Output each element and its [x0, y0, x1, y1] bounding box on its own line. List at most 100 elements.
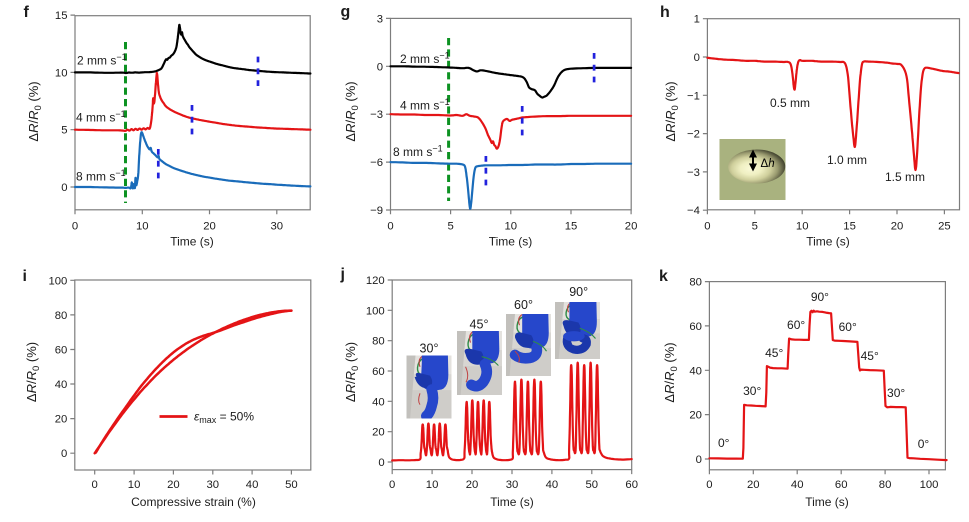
svg-text:−2: −2 [687, 129, 700, 141]
svg-text:1: 1 [694, 14, 700, 26]
svg-text:20: 20 [747, 479, 760, 491]
svg-text:80: 80 [55, 310, 68, 322]
svg-text:40: 40 [689, 365, 702, 377]
svg-text:0°: 0° [718, 436, 730, 450]
svg-text:−1: −1 [687, 90, 700, 102]
svg-text:90°: 90° [569, 285, 588, 299]
svg-text:30°: 30° [743, 384, 761, 398]
svg-text:f: f [24, 4, 30, 21]
svg-text:Compressive strain (%): Compressive strain (%) [131, 495, 256, 509]
svg-text:Time (s): Time (s) [805, 495, 849, 509]
svg-text:ΔR/R0 (%): ΔR/R0 (%) [343, 81, 361, 141]
svg-text:−4: −4 [687, 205, 700, 217]
svg-text:0: 0 [61, 182, 67, 194]
svg-text:ΔR/R0 (%): ΔR/R0 (%) [662, 342, 680, 402]
svg-text:k: k [659, 268, 668, 285]
svg-text:j: j [340, 266, 345, 283]
svg-text:10: 10 [55, 67, 68, 79]
svg-text:Time (s): Time (s) [489, 235, 533, 249]
svg-text:10: 10 [796, 220, 809, 232]
svg-text:100: 100 [366, 305, 385, 317]
svg-text:40: 40 [246, 479, 259, 491]
svg-text:60: 60 [55, 345, 68, 357]
svg-text:100: 100 [920, 479, 939, 491]
svg-text:40: 40 [546, 479, 559, 491]
svg-text:80: 80 [372, 336, 385, 348]
svg-text:0°: 0° [918, 437, 930, 451]
svg-text:8 mm s−1: 8 mm s−1 [393, 143, 443, 159]
svg-text:15: 15 [843, 220, 856, 232]
svg-text:5: 5 [447, 220, 453, 232]
svg-text:120: 120 [366, 275, 385, 287]
svg-text:90°: 90° [811, 290, 829, 304]
svg-text:5: 5 [61, 125, 67, 137]
svg-text:20: 20 [55, 414, 68, 426]
svg-text:60: 60 [689, 321, 702, 333]
svg-text:Δh: Δh [761, 158, 775, 170]
svg-text:0: 0 [694, 52, 700, 64]
svg-text:0: 0 [92, 479, 98, 491]
svg-text:45°: 45° [765, 346, 783, 360]
svg-text:8 mm s−1: 8 mm s−1 [76, 168, 126, 184]
svg-text:3: 3 [377, 13, 383, 25]
svg-text:0: 0 [61, 448, 67, 460]
svg-text:60°: 60° [514, 298, 533, 312]
svg-text:g: g [341, 4, 351, 21]
svg-text:−6: −6 [370, 157, 383, 169]
svg-text:0: 0 [72, 220, 78, 232]
svg-text:−9: −9 [370, 205, 383, 217]
svg-text:20: 20 [689, 410, 702, 422]
svg-text:20: 20 [372, 427, 385, 439]
svg-text:50: 50 [586, 479, 599, 491]
svg-text:30: 30 [271, 220, 284, 232]
svg-text:Time (s): Time (s) [490, 495, 534, 509]
svg-text:2 mm s−1: 2 mm s−1 [400, 51, 450, 67]
svg-text:10: 10 [426, 479, 439, 491]
svg-text:Time (s): Time (s) [170, 235, 214, 249]
svg-text:60: 60 [625, 479, 638, 491]
svg-text:40: 40 [791, 479, 804, 491]
svg-text:20: 20 [891, 220, 904, 232]
svg-text:0: 0 [704, 220, 710, 232]
svg-text:80: 80 [689, 277, 702, 289]
svg-text:60: 60 [372, 366, 385, 378]
svg-text:40: 40 [55, 379, 68, 391]
svg-text:0: 0 [387, 220, 393, 232]
svg-text:60°: 60° [839, 320, 857, 334]
svg-text:ΔR/R0 (%): ΔR/R0 (%) [24, 342, 42, 402]
svg-text:i: i [23, 268, 27, 285]
svg-text:1.0 mm: 1.0 mm [827, 153, 867, 167]
svg-text:ΔR/R0 (%): ΔR/R0 (%) [343, 342, 361, 402]
svg-text:10: 10 [505, 220, 518, 232]
svg-text:60: 60 [835, 479, 848, 491]
svg-text:45°: 45° [861, 349, 879, 363]
svg-text:45°: 45° [470, 318, 489, 332]
svg-text:30: 30 [506, 479, 519, 491]
svg-text:0: 0 [377, 61, 383, 73]
svg-text:60°: 60° [787, 318, 805, 332]
svg-text:25: 25 [938, 220, 951, 232]
svg-text:80: 80 [879, 479, 892, 491]
svg-text:0: 0 [706, 479, 712, 491]
svg-text:−3: −3 [370, 109, 383, 121]
svg-text:−3: −3 [687, 167, 700, 179]
svg-text:10: 10 [136, 220, 149, 232]
svg-text:15: 15 [55, 10, 68, 22]
svg-text:40: 40 [372, 396, 385, 408]
svg-text:30: 30 [207, 479, 220, 491]
svg-text:1.5 mm: 1.5 mm [885, 170, 925, 184]
svg-text:Time (s): Time (s) [806, 235, 850, 249]
svg-text:30°: 30° [420, 342, 439, 356]
svg-text:0.5 mm: 0.5 mm [770, 96, 810, 110]
svg-text:0: 0 [696, 454, 702, 466]
svg-text:εmax = 50%: εmax = 50% [194, 410, 254, 426]
svg-text:20: 20 [203, 220, 216, 232]
svg-text:50: 50 [285, 479, 298, 491]
svg-text:ΔR/R0 (%): ΔR/R0 (%) [663, 81, 681, 141]
svg-text:20: 20 [625, 220, 638, 232]
svg-text:4 mm s−1: 4 mm s−1 [400, 97, 450, 113]
svg-text:5: 5 [752, 220, 758, 232]
svg-text:h: h [660, 4, 670, 21]
svg-text:100: 100 [48, 275, 67, 287]
svg-text:20: 20 [167, 479, 180, 491]
